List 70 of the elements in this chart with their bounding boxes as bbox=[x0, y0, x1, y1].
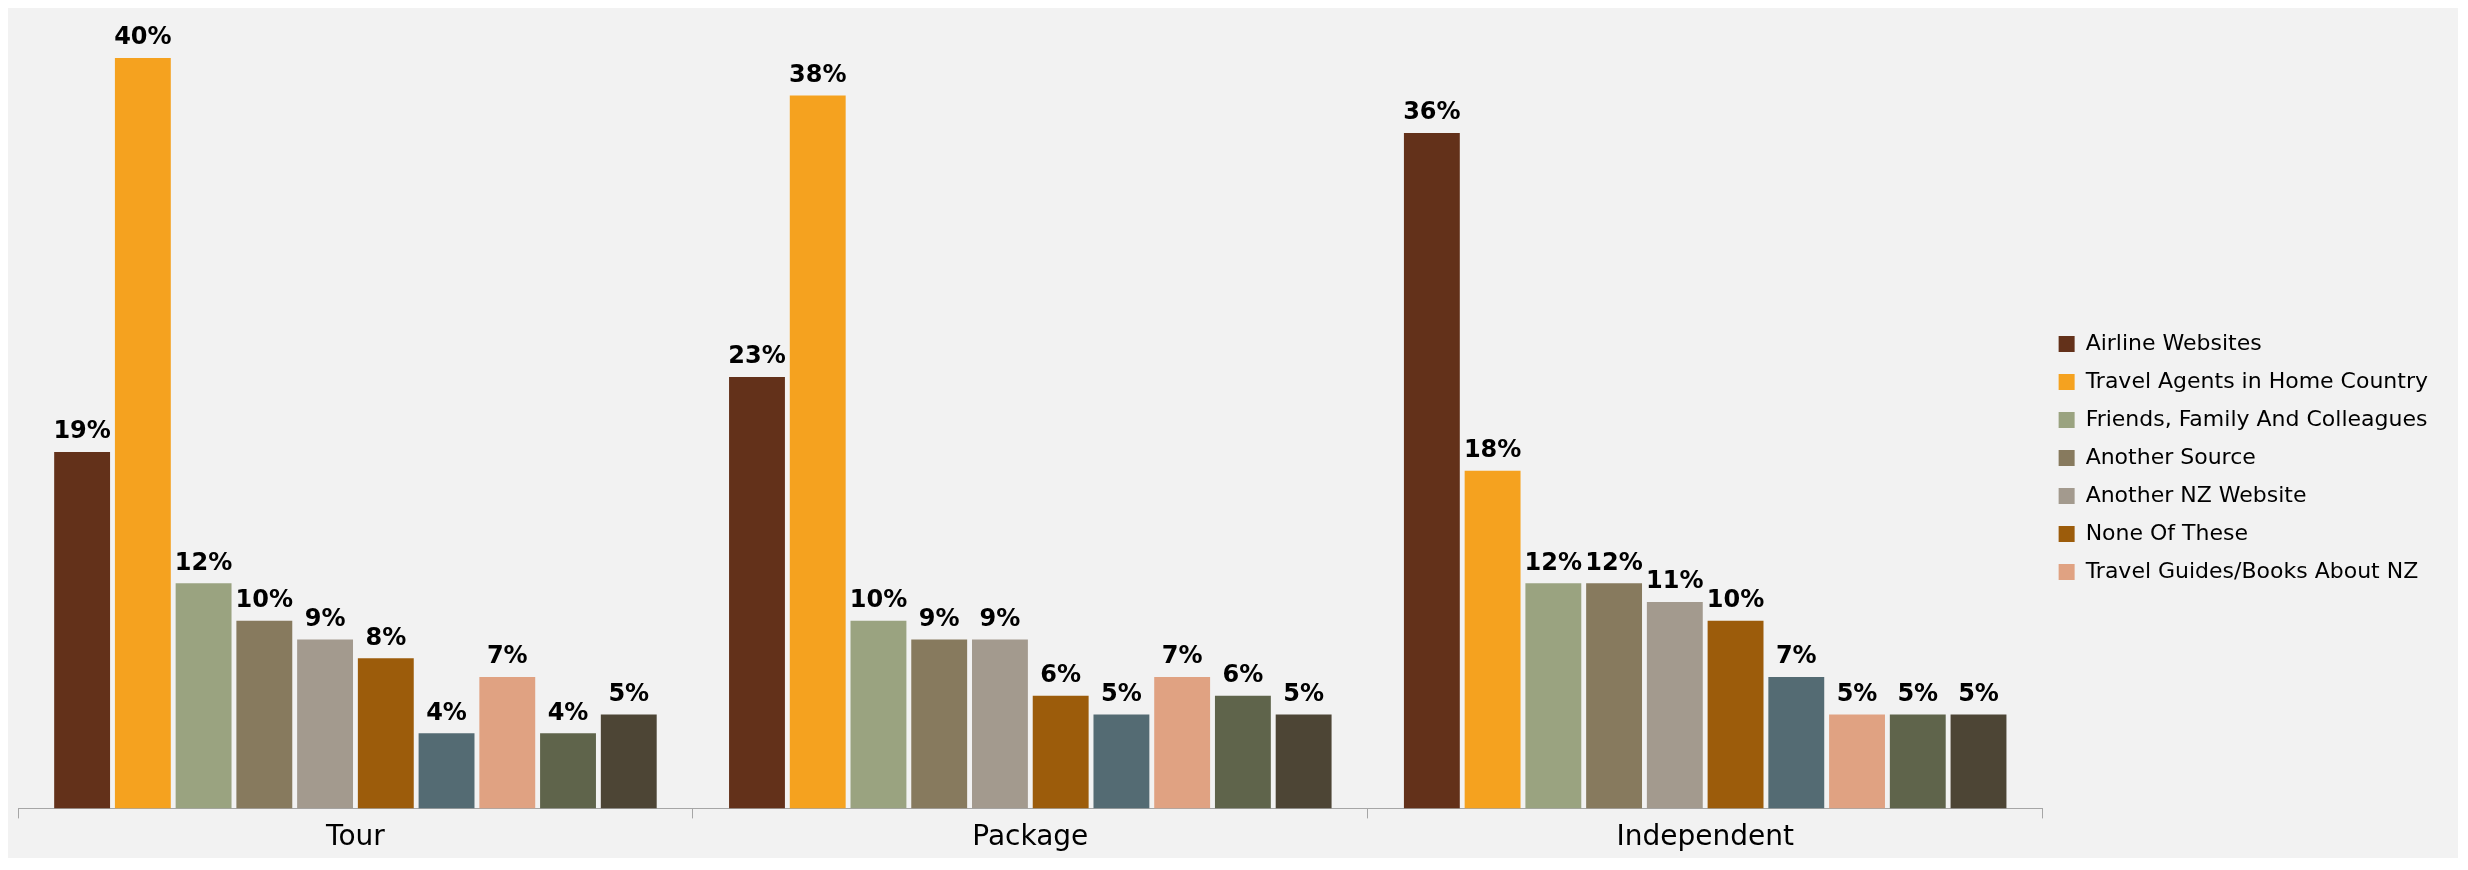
bar bbox=[357, 658, 414, 809]
data-label: 9% bbox=[918, 603, 960, 632]
data-label: 40% bbox=[114, 22, 172, 51]
bar bbox=[1275, 714, 1332, 809]
data-label: 5% bbox=[1283, 678, 1325, 707]
bar bbox=[1464, 470, 1521, 809]
data-label: 10% bbox=[849, 585, 908, 614]
data-label: 12% bbox=[1524, 547, 1583, 576]
data-label: 5% bbox=[1958, 678, 1999, 707]
bar bbox=[114, 58, 171, 809]
legend-label: Travel Agents in Home Country bbox=[2084, 367, 2428, 393]
bar bbox=[789, 95, 846, 809]
data-label: 12% bbox=[1585, 547, 1643, 576]
data-label: 5% bbox=[608, 678, 650, 707]
legend-label: Friends, Family And Colleagues bbox=[2085, 405, 2428, 431]
data-label: 8% bbox=[365, 622, 407, 651]
data-label: 11% bbox=[1646, 566, 1704, 595]
data-label: 6% bbox=[1040, 660, 1082, 689]
data-label: 10% bbox=[235, 585, 294, 614]
bar bbox=[911, 639, 968, 809]
data-label: 5% bbox=[1836, 678, 1878, 707]
bar bbox=[1768, 677, 1825, 809]
bar bbox=[600, 714, 657, 809]
data-label: 5% bbox=[1897, 678, 1939, 707]
x-tick-label: Tour bbox=[325, 819, 386, 853]
data-label: 6% bbox=[1222, 660, 1264, 689]
data-label: 38% bbox=[789, 59, 847, 88]
bar bbox=[1093, 714, 1150, 809]
data-label: 9% bbox=[979, 603, 1021, 632]
bar bbox=[1214, 695, 1271, 809]
bar bbox=[1889, 714, 1946, 809]
data-label: 4% bbox=[547, 697, 589, 726]
bar bbox=[1829, 714, 1885, 809]
bar bbox=[479, 677, 536, 809]
data-label: 36% bbox=[1403, 97, 1461, 126]
bar bbox=[540, 733, 596, 809]
bar bbox=[1032, 695, 1089, 809]
bar bbox=[1586, 583, 1643, 809]
legend-label: Another Source bbox=[2085, 443, 2256, 469]
bar bbox=[1403, 133, 1460, 809]
bar bbox=[1707, 620, 1764, 809]
bar bbox=[418, 733, 475, 809]
bar bbox=[729, 376, 785, 809]
bar bbox=[297, 639, 354, 809]
legend-label: None Of These bbox=[2085, 519, 2248, 545]
bar bbox=[236, 620, 293, 809]
bar bbox=[54, 451, 111, 809]
bar bbox=[1646, 602, 1703, 809]
data-label: 23% bbox=[728, 341, 786, 370]
bar bbox=[1950, 714, 2007, 809]
bar bbox=[1154, 677, 1211, 809]
legend-label: Another NZ Website bbox=[2085, 481, 2307, 507]
bar bbox=[850, 620, 907, 809]
data-label: 9% bbox=[304, 603, 346, 632]
legend-label: Travel Guides/Books About NZ bbox=[2084, 557, 2419, 583]
x-tick-label: Independent bbox=[1616, 819, 1794, 853]
bar bbox=[972, 639, 1028, 809]
legend-label: Airline Websites bbox=[2085, 329, 2262, 355]
bar bbox=[175, 583, 232, 809]
data-label: 7% bbox=[1775, 641, 1817, 670]
bar bbox=[1525, 583, 1582, 809]
data-label: 7% bbox=[1161, 641, 1203, 670]
data-label: 5% bbox=[1101, 678, 1142, 707]
x-tick-label: Package bbox=[972, 819, 1089, 853]
data-label: 4% bbox=[426, 697, 467, 726]
data-label: 10% bbox=[1706, 585, 1765, 614]
data-label: 18% bbox=[1463, 434, 1522, 463]
data-label: 7% bbox=[486, 641, 528, 670]
data-label: 19% bbox=[53, 416, 111, 445]
data-label: 12% bbox=[174, 547, 233, 576]
